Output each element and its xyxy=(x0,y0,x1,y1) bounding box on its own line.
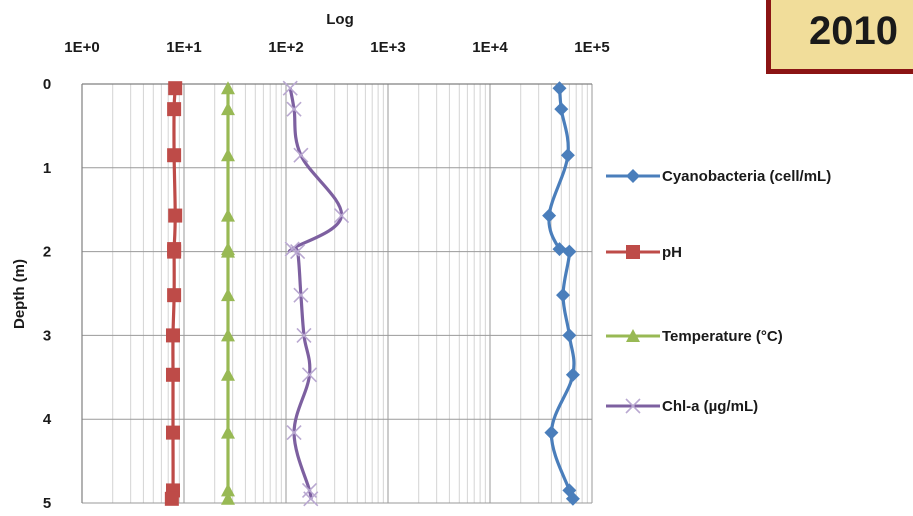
marker-x xyxy=(286,101,302,117)
marker-x xyxy=(296,327,312,343)
marker-square xyxy=(168,208,183,223)
series-1 xyxy=(164,81,183,506)
marker-triangle xyxy=(220,244,235,258)
series-line xyxy=(287,87,344,501)
axis-layer: Log Depth (m) 1E+0 1E+1 1E+2 1E+3 1E+4 1E+5 0 1… xyxy=(11,11,610,512)
marker-x xyxy=(286,425,302,441)
x-tick-label: 1E+3 xyxy=(370,39,405,56)
grid-layer xyxy=(81,83,593,504)
legend-layer: Cyanobacteria (cell/mL) pH Temperature (°C… xyxy=(606,168,831,415)
year-badge-text: 2010 xyxy=(809,9,898,53)
y-axis-title: Depth (m) xyxy=(11,259,28,329)
year-badge: 2010 xyxy=(766,0,913,74)
marker-x xyxy=(301,367,318,383)
series-3 xyxy=(282,80,350,507)
marker-square xyxy=(167,148,182,163)
marker-x-stroke xyxy=(301,367,318,383)
marker-x-stroke xyxy=(290,244,306,260)
marker-x xyxy=(303,491,319,507)
marker-x-stroke xyxy=(284,241,300,257)
y-tick-label: 5 xyxy=(43,495,51,511)
marker-diamond xyxy=(560,148,575,163)
marker-diamond xyxy=(554,102,569,117)
marker-square xyxy=(168,81,183,96)
marker-triangle xyxy=(220,491,235,505)
marker-x xyxy=(293,147,309,163)
marker-x xyxy=(282,80,298,96)
x-tick-label: 1E+0 xyxy=(64,39,99,56)
marker-x-stroke xyxy=(293,287,309,303)
marker-diamond xyxy=(626,169,640,183)
series-0 xyxy=(542,81,580,506)
marker-x-stroke xyxy=(333,208,350,224)
marker-x-stroke xyxy=(293,147,309,163)
marker-square xyxy=(165,328,180,343)
y-tick-label: 0 xyxy=(43,76,51,93)
marker-triangle xyxy=(626,329,640,342)
y-tick-label: 4 xyxy=(43,411,52,428)
marker-x xyxy=(293,287,309,303)
marker-square xyxy=(165,367,180,382)
marker-square xyxy=(167,288,182,303)
marker-diamond xyxy=(552,242,567,257)
marker-x xyxy=(284,241,300,257)
y-tick-label: 2 xyxy=(43,244,51,261)
marker-triangle xyxy=(220,208,235,222)
x-axis-title: Log xyxy=(326,11,354,28)
marker-diamond xyxy=(562,328,577,343)
marker-triangle xyxy=(220,148,235,162)
marker-x xyxy=(625,398,641,414)
marker-x-stroke xyxy=(301,482,318,498)
marker-triangle xyxy=(220,367,235,381)
marker-x-stroke xyxy=(286,101,302,117)
marker-x-stroke xyxy=(303,491,319,507)
x-tick-label: 1E+5 xyxy=(574,39,609,56)
marker-x-stroke xyxy=(286,425,302,441)
legend-item: pH xyxy=(606,244,682,261)
legend-label: Cyanobacteria (cell/mL) xyxy=(662,168,831,185)
legend-label: pH xyxy=(662,244,682,261)
marker-diamond xyxy=(565,491,580,506)
marker-diamond xyxy=(556,288,571,303)
marker-triangle xyxy=(220,483,235,497)
marker-x xyxy=(290,244,306,260)
marker-square xyxy=(164,491,179,506)
marker-x-stroke xyxy=(625,398,641,414)
marker-square xyxy=(167,102,182,117)
marker-square xyxy=(167,244,182,259)
x-tick-label: 1E+2 xyxy=(268,39,303,56)
series-2 xyxy=(220,81,235,505)
marker-triangle xyxy=(220,102,235,116)
x-tick-label: 1E+1 xyxy=(166,39,201,56)
y-tick-label: 1 xyxy=(43,160,51,177)
marker-triangle xyxy=(220,288,235,302)
legend-label: Temperature (°C) xyxy=(662,328,783,345)
marker-triangle xyxy=(220,81,235,95)
marker-diamond xyxy=(542,208,557,223)
legend-item: Cyanobacteria (cell/mL) xyxy=(606,168,831,185)
marker-x xyxy=(333,208,350,224)
series-layer xyxy=(164,80,580,507)
marker-triangle xyxy=(220,425,235,439)
marker-triangle xyxy=(220,328,235,342)
marker-square xyxy=(626,245,640,259)
marker-diamond xyxy=(565,367,580,382)
legend-item: Temperature (°C) xyxy=(606,328,783,345)
x-tick-label: 1E+4 xyxy=(472,39,508,56)
marker-diamond xyxy=(544,425,559,440)
legend-item: Chl-a (µg/mL) xyxy=(606,398,758,415)
marker-x-stroke xyxy=(282,80,298,96)
y-tick-label: 3 xyxy=(43,327,51,344)
marker-square xyxy=(165,425,180,440)
marker-diamond xyxy=(552,81,567,96)
marker-diamond xyxy=(562,244,577,259)
marker-x-stroke xyxy=(296,327,312,343)
legend-label: Chl-a (µg/mL) xyxy=(662,398,758,415)
